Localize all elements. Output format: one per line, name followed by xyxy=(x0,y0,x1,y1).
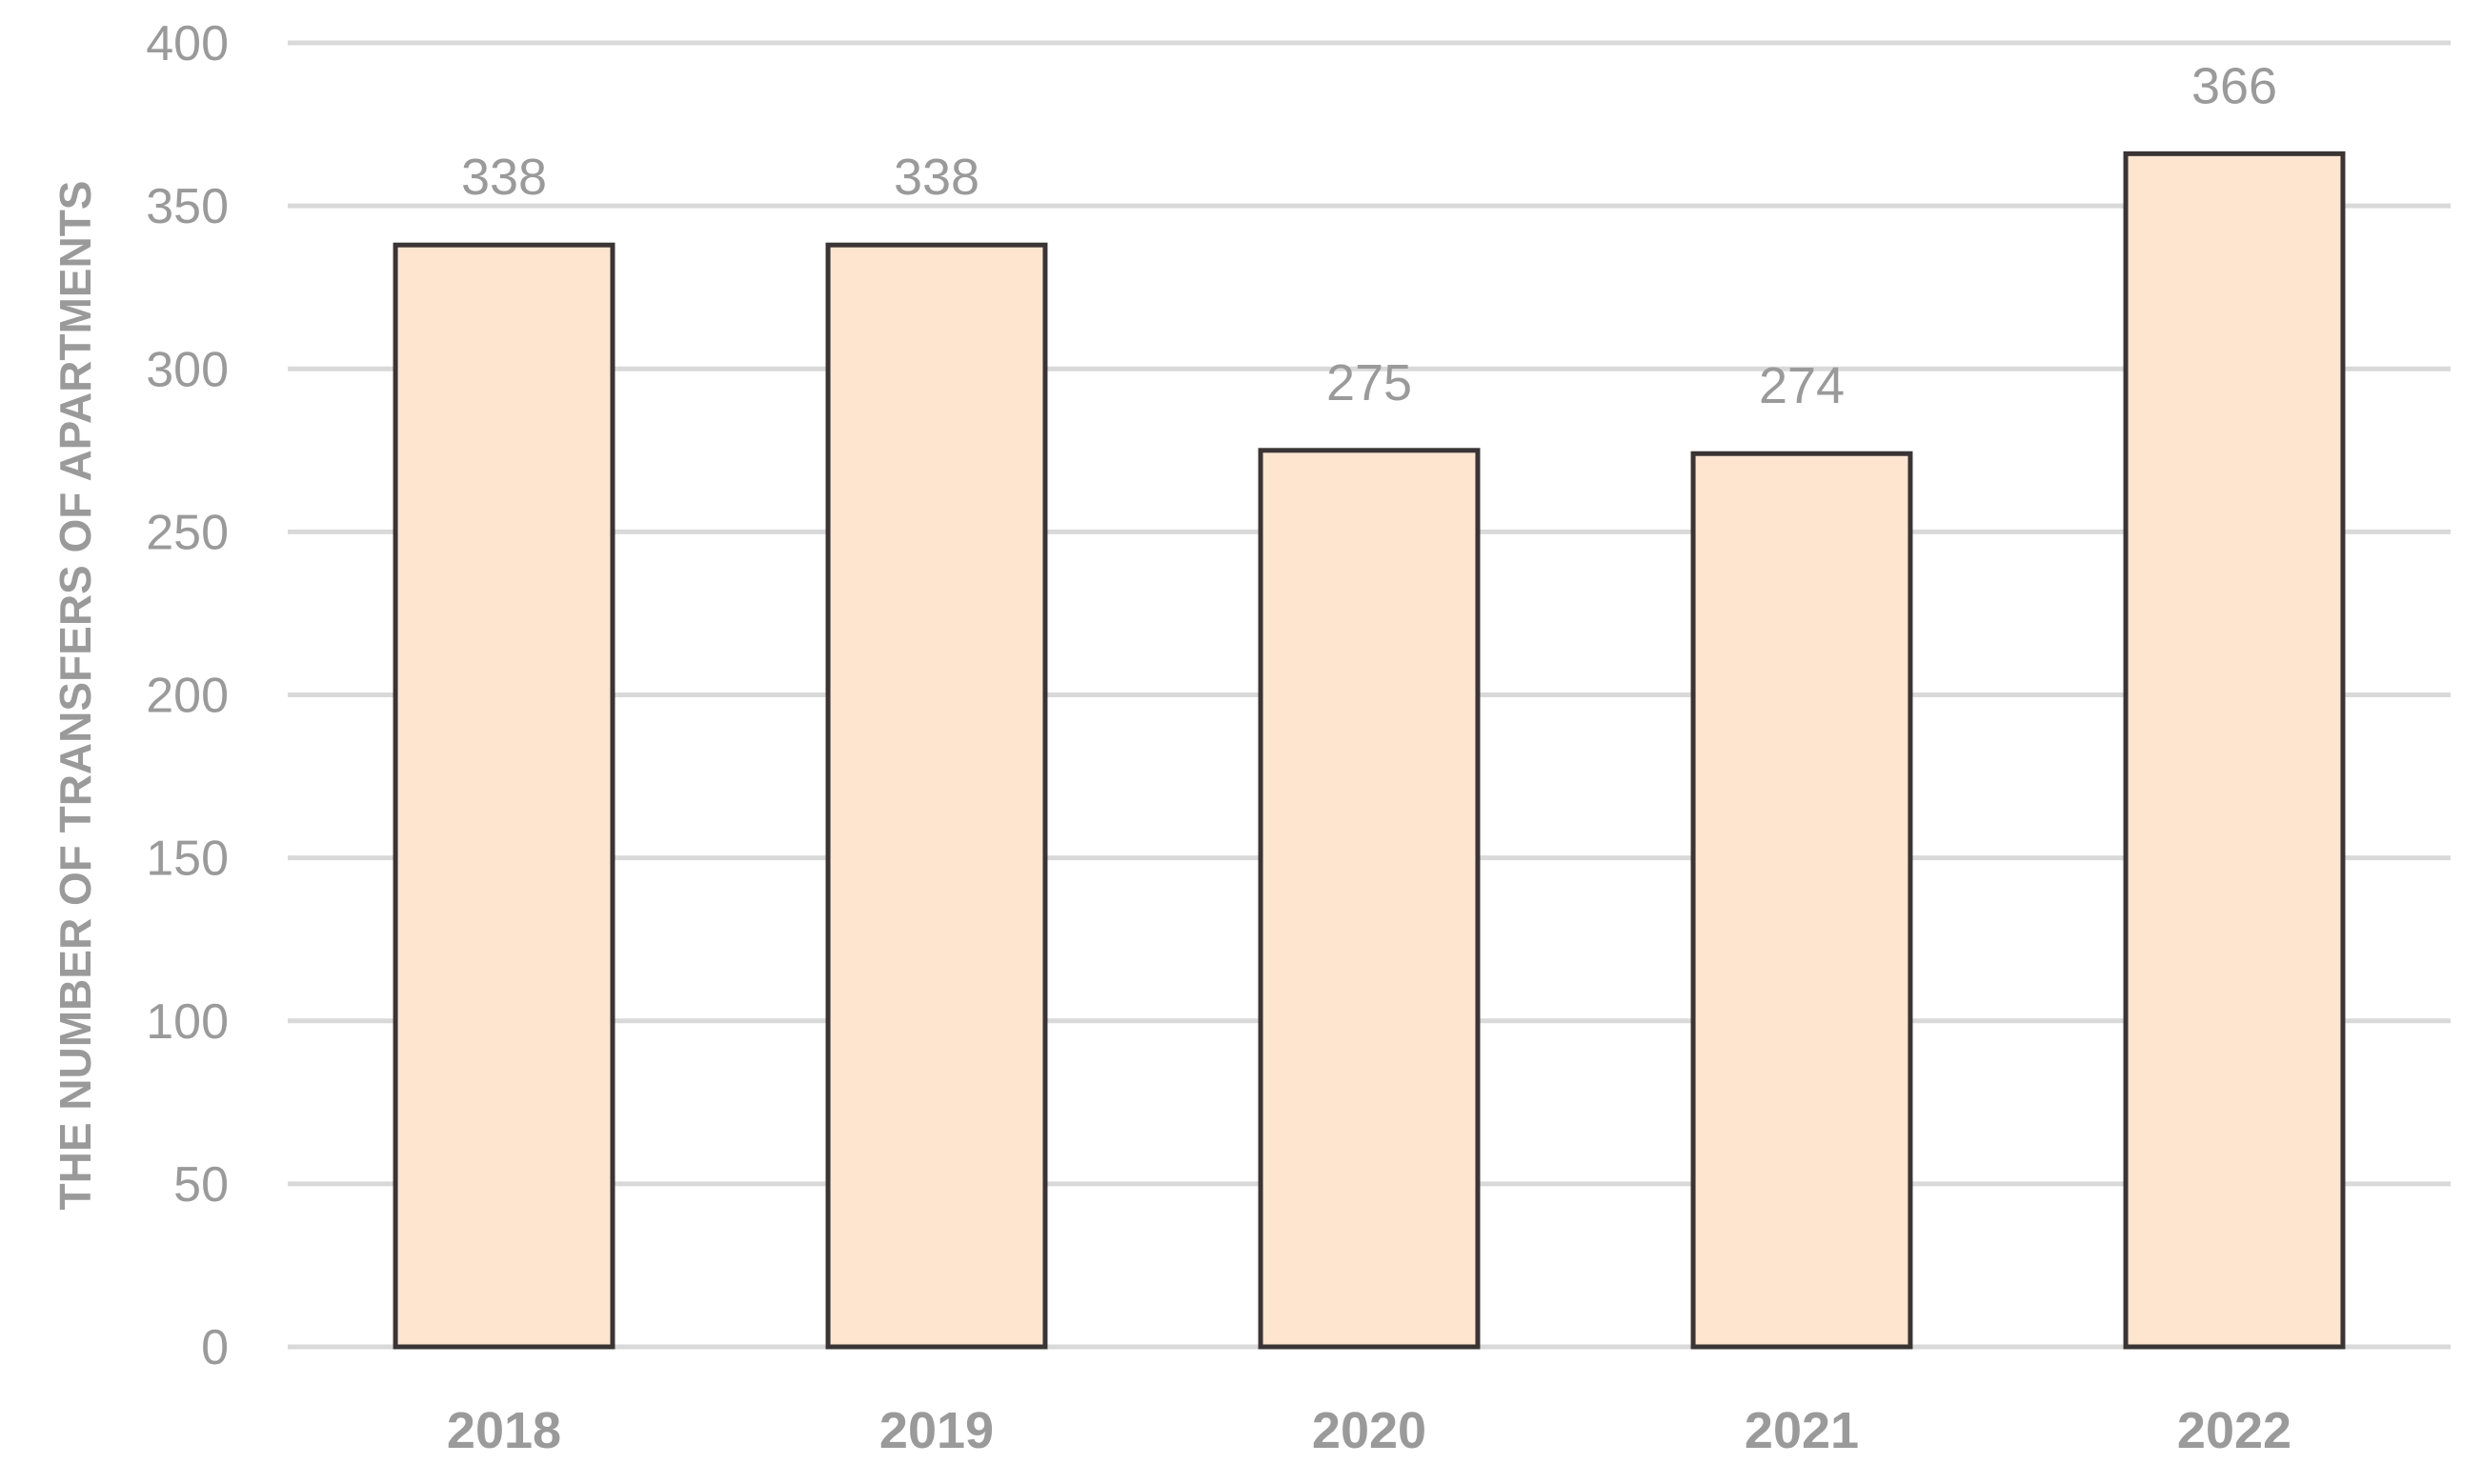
x-tick-label-2020: 2020 xyxy=(1312,1402,1426,1459)
data-label-2019: 338 xyxy=(894,149,979,206)
data-labels: 338 338 275 274 366 xyxy=(461,57,2277,414)
bar-2021 xyxy=(1690,451,1913,1350)
data-label-2020: 275 xyxy=(1326,354,1412,411)
x-tick-labels: 2018 2019 2020 2021 2022 xyxy=(447,1402,2291,1459)
data-label-2022: 366 xyxy=(2191,57,2277,114)
y-tick-label: 200 xyxy=(146,669,229,724)
x-tick-label-2021: 2021 xyxy=(1745,1402,1859,1459)
y-tick-labels: 0 50 100 150 200 250 300 350 400 xyxy=(146,16,229,1375)
bar-2018 xyxy=(393,242,616,1350)
bars xyxy=(393,150,2346,1350)
x-tick-label-2018: 2018 xyxy=(447,1402,561,1459)
x-tick-label-2019: 2019 xyxy=(879,1402,994,1459)
bar-2019 xyxy=(825,242,1048,1350)
data-label-2021: 274 xyxy=(1759,357,1845,414)
y-tick-label: 50 xyxy=(173,1157,229,1213)
y-tick-label: 350 xyxy=(146,179,229,234)
bar-2020 xyxy=(1258,448,1481,1350)
y-tick-label: 300 xyxy=(146,342,229,397)
bar-2022 xyxy=(2123,150,2346,1350)
y-tick-label: 100 xyxy=(146,994,229,1050)
y-tick-label: 0 xyxy=(201,1320,229,1375)
data-label-2018: 338 xyxy=(461,149,547,206)
y-tick-label: 400 xyxy=(146,16,229,71)
y-tick-label: 250 xyxy=(146,505,229,560)
x-tick-label-2022: 2022 xyxy=(2177,1402,2291,1459)
y-axis-title: THE NUMBER OF TRANSFERS OF APARTMENTS xyxy=(50,181,100,1211)
y-tick-label: 150 xyxy=(146,832,229,887)
